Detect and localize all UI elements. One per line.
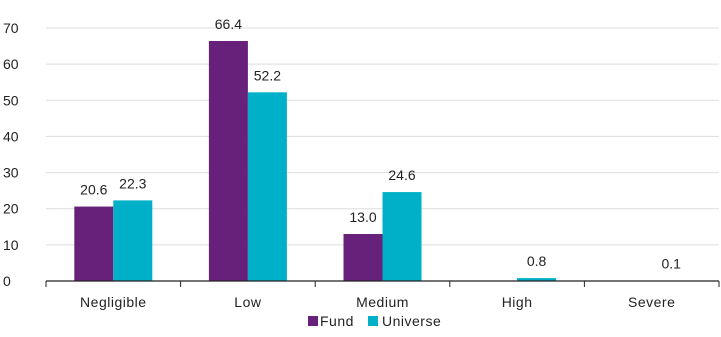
x-category-label: Low (234, 294, 262, 310)
data-label-fund-low: 66.4 (215, 16, 242, 32)
x-axis: Negligible Low Medium High Severe (45, 280, 720, 310)
bar-fund-low (208, 41, 248, 281)
x-category-label: Negligible (80, 294, 146, 310)
data-label-universe-medium: 24.6 (388, 167, 415, 183)
y-tick-label: 20 (3, 201, 19, 217)
x-category-label: Medium (356, 294, 409, 310)
bar-universe-high (517, 278, 557, 281)
bar-universe-medium (382, 192, 422, 281)
legend-label-universe: Universe (382, 313, 441, 329)
data-label-universe-low: 52.2 (254, 67, 281, 83)
gridlines (46, 27, 719, 246)
y-tick-label: 0 (3, 273, 11, 289)
bar-fund-negligible (74, 206, 114, 281)
y-tick-label: 30 (3, 165, 19, 181)
x-category-label: High (502, 294, 533, 310)
data-label-universe-high: 0.8 (527, 253, 547, 269)
data-label-fund-medium: 13.0 (349, 209, 376, 225)
legend: Fund Universe (308, 313, 441, 329)
y-tick-label: 60 (3, 56, 19, 72)
y-tick-label: 50 (3, 92, 19, 108)
data-label-fund-negligible: 20.6 (80, 182, 107, 198)
y-tick-label: 10 (3, 237, 19, 253)
bar-fund-medium (343, 234, 383, 281)
bars (74, 41, 557, 281)
legend-label-fund: Fund (320, 313, 354, 329)
data-label-universe-severe: 0.1 (661, 256, 681, 272)
legend-swatch-fund (308, 316, 318, 326)
bar-universe-low (247, 92, 287, 281)
y-axis-ticks: 0 10 20 30 40 50 60 70 (3, 20, 19, 289)
legend-swatch-universe (368, 316, 378, 326)
y-tick-label: 40 (3, 128, 19, 144)
data-labels: 20.6 22.3 66.4 52.2 13.0 24.6 0.8 0.1 (80, 16, 681, 272)
bar-universe-negligible (113, 200, 153, 281)
x-category-label: Severe (628, 294, 675, 310)
data-label-universe-negligible: 22.3 (119, 175, 146, 191)
y-tick-label: 70 (3, 20, 19, 36)
